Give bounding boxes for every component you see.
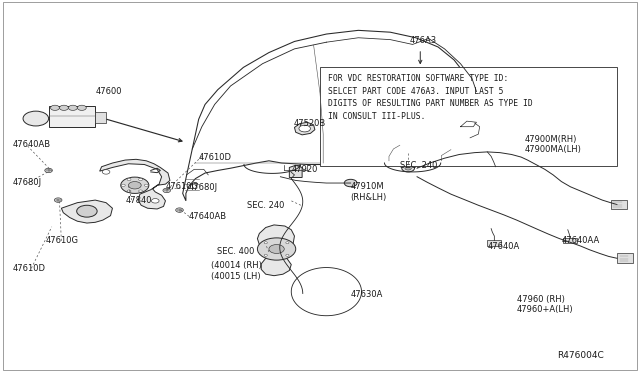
Text: 47610G: 47610G (45, 236, 78, 246)
Text: 476A3: 476A3 (410, 36, 436, 45)
Circle shape (152, 199, 159, 203)
Text: SEC. 240: SEC. 240 (246, 201, 284, 210)
Circle shape (286, 254, 289, 256)
Text: 47680J: 47680J (12, 178, 42, 187)
Text: 47610G: 47610G (166, 182, 198, 191)
Polygon shape (294, 122, 315, 135)
Text: 47610D: 47610D (12, 264, 45, 273)
Polygon shape (289, 165, 302, 177)
Circle shape (139, 178, 143, 180)
FancyBboxPatch shape (487, 240, 501, 246)
Text: 47610D: 47610D (198, 153, 232, 161)
Text: 47960+A(LH): 47960+A(LH) (516, 305, 573, 314)
Circle shape (127, 178, 131, 180)
Circle shape (344, 179, 357, 187)
Text: 47680J: 47680J (189, 183, 218, 192)
Text: (RH&LH): (RH&LH) (351, 193, 387, 202)
Text: SEC. 400: SEC. 400 (216, 247, 254, 256)
Text: (40014 (RH): (40014 (RH) (211, 261, 262, 270)
Circle shape (257, 238, 296, 260)
Text: 47520B: 47520B (293, 119, 325, 128)
Text: FOR VDC RESTORATION SOFTWARE TYPE ID:
SELCET PART CODE 476A3. INPUT LAST 5
DIGIT: FOR VDC RESTORATION SOFTWARE TYPE ID: SE… (328, 74, 532, 121)
FancyBboxPatch shape (563, 238, 577, 243)
Polygon shape (61, 200, 113, 223)
Polygon shape (49, 106, 95, 127)
Text: R476004C: R476004C (557, 351, 604, 360)
Text: 47630A: 47630A (351, 290, 383, 299)
Circle shape (405, 166, 412, 170)
Polygon shape (257, 225, 294, 276)
Text: 47910M: 47910M (351, 182, 384, 191)
Circle shape (77, 105, 86, 110)
Text: 47920: 47920 (291, 165, 317, 174)
FancyBboxPatch shape (611, 200, 627, 209)
Circle shape (139, 190, 143, 192)
FancyBboxPatch shape (617, 253, 633, 263)
Circle shape (264, 254, 268, 256)
Text: 47600: 47600 (95, 87, 122, 96)
Circle shape (60, 105, 68, 110)
Circle shape (68, 105, 77, 110)
Text: 47960 (RH): 47960 (RH) (516, 295, 564, 304)
Circle shape (122, 184, 125, 186)
Circle shape (77, 205, 97, 217)
Circle shape (23, 111, 49, 126)
Circle shape (402, 164, 415, 172)
Text: SEC. 240: SEC. 240 (400, 161, 437, 170)
Circle shape (102, 170, 110, 174)
Text: 47640A: 47640A (487, 241, 520, 250)
Text: (40015 (LH): (40015 (LH) (211, 272, 261, 281)
Polygon shape (320, 67, 617, 166)
Circle shape (54, 198, 62, 202)
Circle shape (286, 242, 289, 244)
Circle shape (129, 182, 141, 189)
Circle shape (45, 168, 52, 173)
Text: 47640AA: 47640AA (561, 236, 600, 246)
Circle shape (163, 188, 171, 193)
Circle shape (264, 242, 268, 244)
Circle shape (145, 184, 148, 186)
Text: 47900M(RH): 47900M(RH) (524, 135, 577, 144)
Circle shape (299, 125, 310, 132)
Text: 47840: 47840 (125, 196, 152, 205)
Text: 47640AB: 47640AB (189, 212, 227, 221)
Circle shape (269, 244, 284, 253)
Circle shape (121, 177, 149, 193)
Circle shape (127, 190, 131, 192)
Polygon shape (95, 112, 106, 123)
Circle shape (175, 208, 183, 212)
Polygon shape (100, 159, 170, 209)
Text: 47640AB: 47640AB (12, 140, 51, 149)
Circle shape (51, 105, 60, 110)
Text: 47900MA(LH): 47900MA(LH) (524, 145, 581, 154)
